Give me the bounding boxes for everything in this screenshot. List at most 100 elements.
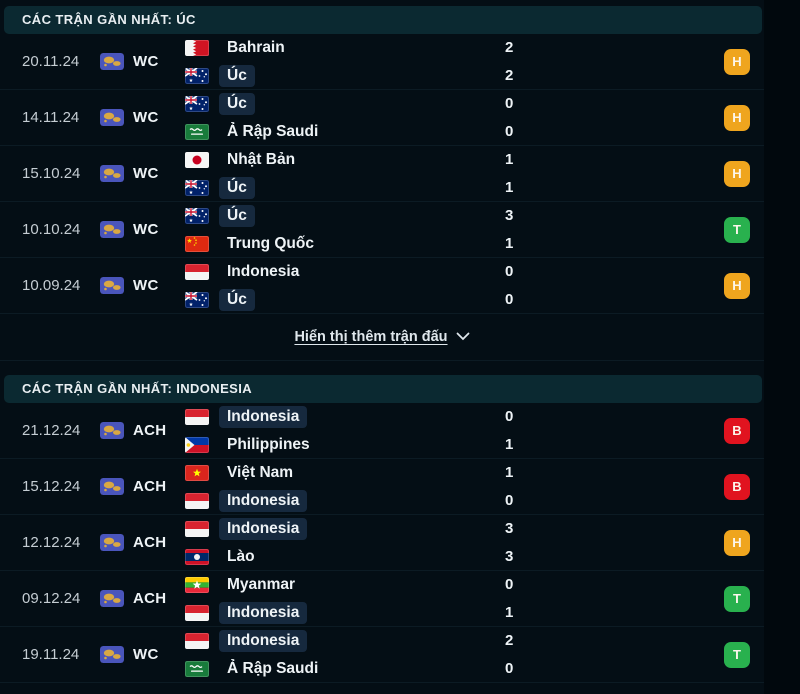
flag-vietnam-icon [185, 464, 209, 481]
team-name[interactable]: Việt Nam [227, 463, 294, 481]
team-line: Úc [185, 91, 505, 117]
team-pair: Nhật Bản Úc [185, 147, 505, 201]
world-cup-icon [100, 53, 124, 70]
flag-china-icon [185, 235, 209, 252]
section-header-team-1: CÁC TRẬN GẦN NHẤT: ÚC [4, 6, 762, 34]
team-line: Úc [185, 63, 505, 89]
team-line: Indonesia [185, 628, 505, 654]
result-badge-draw: H [724, 104, 750, 131]
flag-indonesia-icon [185, 632, 209, 649]
result-badge-loss: B [724, 473, 750, 500]
team-name[interactable]: Trung Quốc [227, 234, 314, 252]
team-pair: Việt Nam Indonesia [185, 460, 505, 514]
match-row[interactable]: 15.10.24 WC Nhật Bản Úc 1 1 H [0, 146, 764, 202]
team-line: Indonesia [185, 516, 505, 542]
flag-saudi-arabia-icon [185, 123, 209, 140]
flag-indonesia-icon [185, 492, 209, 509]
team-name[interactable]: Ả Rập Saudi [227, 122, 319, 140]
team-name[interactable]: Indonesia [227, 262, 300, 280]
competition: WC [100, 646, 185, 663]
match-row[interactable]: 10.10.24 WC Úc Trung Quốc 3 1 T [0, 202, 764, 258]
team-name[interactable]: Ả Rập Saudi [227, 659, 319, 677]
team-name[interactable]: Indonesia [219, 629, 308, 652]
team-line: Myanmar [185, 572, 505, 598]
flag-saudi-arabia-icon [185, 660, 209, 677]
team-name[interactable]: Úc [219, 92, 255, 115]
team-name[interactable]: Nhật Bản [227, 150, 296, 168]
competition-code: WC [133, 221, 159, 238]
result-badge-draw: H [724, 48, 750, 75]
flag-laos-icon [185, 548, 209, 565]
team-line: Indonesia [185, 488, 505, 514]
match-date: 12.12.24 [22, 534, 81, 551]
flag-indonesia-icon [185, 604, 209, 621]
match-row[interactable]: 19.11.24 WC Indonesia Ả Rập Saudi 2 0 T [0, 627, 764, 683]
home-score: 0 [505, 262, 514, 280]
team-line: Trung Quốc [185, 231, 505, 257]
match-date: 15.10.24 [22, 165, 81, 182]
match-date: 10.10.24 [22, 221, 81, 238]
match-date: 09.12.24 [22, 590, 81, 607]
team-name[interactable]: Úc [219, 64, 255, 87]
competition-code: WC [133, 53, 159, 70]
team-name[interactable]: Philippines [227, 435, 310, 453]
team-line: Nhật Bản [185, 147, 505, 173]
team-line: Úc [185, 203, 505, 229]
match-row[interactable]: 14.11.24 WC Úc Ả Rập Saudi 0 0 H [0, 90, 764, 146]
match-row[interactable]: 10.09.24 WC Indonesia Úc 0 0 H [0, 258, 764, 314]
team-name[interactable]: Indonesia [219, 405, 308, 428]
team-name[interactable]: Indonesia [219, 489, 308, 512]
match-date: 20.11.24 [22, 53, 80, 70]
flag-indonesia-icon [185, 263, 209, 280]
away-score: 3 [505, 547, 514, 565]
flag-philippines-icon [185, 436, 209, 453]
match-date: 19.11.24 [22, 646, 80, 663]
match-date: 14.11.24 [22, 109, 80, 126]
team-line: Ả Rập Saudi [185, 656, 505, 682]
match-date: 21.12.24 [22, 422, 81, 439]
flag-indonesia-icon [185, 408, 209, 425]
away-score: 0 [505, 491, 514, 509]
match-list-team-1: 20.11.24 WC Bahrain Úc 2 2 H 14.11.24 WC Úc Ả Rập … [0, 34, 764, 314]
result-badge-win: T [724, 216, 750, 243]
team-name[interactable]: Lào [227, 547, 255, 565]
competition: WC [100, 165, 185, 182]
team-name[interactable]: Indonesia [219, 517, 308, 540]
team-name[interactable]: Úc [219, 204, 255, 227]
world-cup-icon [100, 165, 124, 182]
home-score: 3 [505, 206, 514, 224]
team-line: Bahrain [185, 35, 505, 61]
match-row[interactable]: 21.12.24 ACH Indonesia Philippines 0 1 B [0, 403, 764, 459]
asian-championship-icon [100, 478, 124, 495]
home-score: 0 [505, 94, 514, 112]
competition: WC [100, 221, 185, 238]
match-date: 15.12.24 [22, 478, 81, 495]
team-name[interactable]: Indonesia [219, 601, 308, 624]
match-list-team-2: 21.12.24 ACH Indonesia Philippines 0 1 B 15.12.… [0, 403, 764, 683]
team-pair: Úc Ả Rập Saudi [185, 91, 505, 145]
competition: ACH [100, 422, 185, 439]
match-row[interactable]: 09.12.24 ACH Myanmar Indonesia 0 1 T [0, 571, 764, 627]
asian-championship-icon [100, 422, 124, 439]
team-name[interactable]: Úc [219, 176, 255, 199]
asian-championship-icon [100, 534, 124, 551]
team-name[interactable]: Myanmar [227, 575, 296, 593]
away-score: 1 [505, 603, 514, 621]
show-more-link[interactable]: Hiển thị thêm trận đấu [0, 314, 764, 361]
team-line: Indonesia [185, 259, 505, 285]
section-header-team-2: CÁC TRẬN GẦN NHẤT: INDONESIA [4, 375, 762, 403]
match-row[interactable]: 12.12.24 ACH Indonesia Lào 3 3 H [0, 515, 764, 571]
team-name[interactable]: Bahrain [227, 38, 285, 56]
world-cup-icon [100, 109, 124, 126]
team-line: Ả Rập Saudi [185, 119, 505, 145]
home-score: 0 [505, 575, 514, 593]
team-name[interactable]: Úc [219, 288, 255, 311]
flag-australia-icon [185, 67, 209, 84]
match-row[interactable]: 20.11.24 WC Bahrain Úc 2 2 H [0, 34, 764, 90]
flag-australia-icon [185, 179, 209, 196]
match-row[interactable]: 15.12.24 ACH Việt Nam Indonesia 1 0 B [0, 459, 764, 515]
